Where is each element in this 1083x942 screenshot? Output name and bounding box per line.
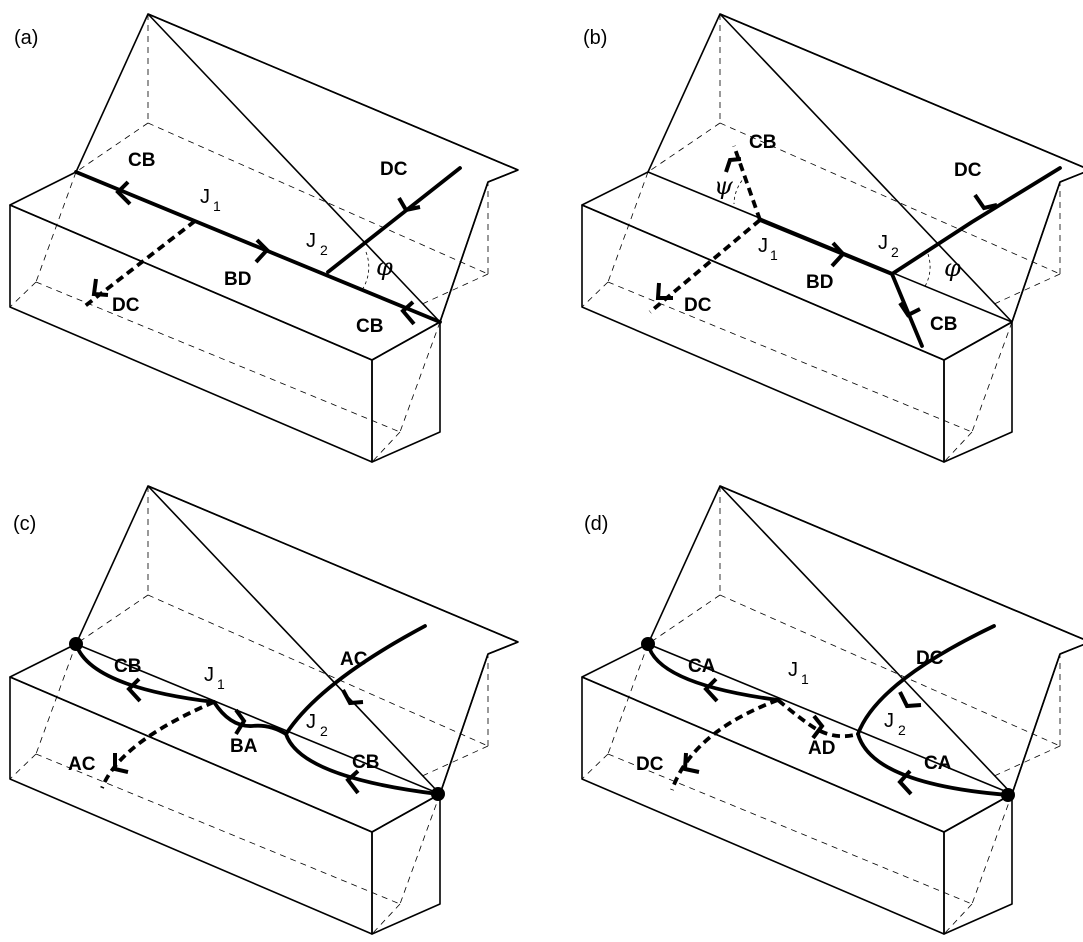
arrow-ca-upper — [703, 677, 719, 703]
arrow-dc-lower — [91, 278, 109, 297]
seam-ad — [776, 698, 859, 739]
label-cb: CB — [128, 150, 155, 171]
panel-d: (d) CA DC J 1 J 2 AD DC CA — [581, 485, 1083, 935]
arrow-dc-upper — [973, 193, 998, 211]
label-j1-sub: 1 — [213, 198, 221, 214]
label-j1: J — [200, 186, 210, 208]
arrow-dc-upper — [397, 196, 421, 213]
label-dc: DC — [954, 160, 982, 181]
label-j2-sub: 2 — [891, 244, 899, 260]
label-j2-sub: 2 — [898, 722, 906, 738]
arrow-dc-lower — [655, 282, 673, 300]
vertex-dot-left — [69, 637, 83, 651]
block-outline — [581, 485, 1083, 935]
label-j1: J — [758, 235, 768, 257]
vertex-dot-right — [1001, 788, 1015, 802]
arrow-ac-upper — [341, 689, 364, 706]
label-j1-sub: 1 — [770, 247, 778, 263]
arrow-ad — [811, 714, 825, 740]
angle-phi-arc — [923, 253, 931, 289]
label-cb: CB — [930, 314, 957, 335]
seam-ca-lower — [856, 732, 1010, 797]
arrow-cb-lower — [400, 300, 416, 326]
arrow-bd — [254, 238, 270, 264]
label-j1: J — [204, 664, 214, 686]
arrow-dc-lower — [682, 752, 700, 774]
label-j1: J — [788, 659, 798, 681]
arrow-bd — [830, 241, 846, 268]
label-j2: J — [306, 711, 316, 733]
arrow-dc-upper — [898, 691, 922, 709]
panel-letter: (a) — [14, 27, 38, 49]
seam-cb-lower — [284, 732, 440, 796]
label-dc: DC — [112, 295, 140, 316]
panel-b: (b) CB DC ψ J 1 J 2 φ BD DC CB — [581, 13, 1083, 463]
label-cb: CB — [749, 132, 776, 153]
block-outline — [9, 13, 519, 463]
label-bd: BD — [224, 269, 251, 290]
seam-ac-upper — [284, 624, 427, 736]
vertex-dot-right — [431, 787, 445, 801]
seam-ca-upper — [646, 642, 780, 702]
panel-letter: (d) — [584, 513, 608, 535]
seam-ac-lower — [100, 700, 215, 789]
label-j2: J — [306, 230, 316, 252]
block-outline — [581, 13, 1083, 463]
angle-psi-arc — [733, 175, 747, 205]
label-ca: CA — [924, 753, 952, 774]
vertex-dot-left — [641, 637, 655, 651]
block-outline — [9, 485, 519, 935]
label-j2-sub: 2 — [320, 723, 328, 739]
label-j1-sub: 1 — [801, 671, 809, 687]
label-ac: AC — [340, 649, 368, 670]
label-ac: AC — [68, 754, 96, 775]
seam-dc-upper — [326, 166, 462, 274]
label-cb: CB — [114, 656, 141, 677]
label-psi: ψ — [714, 172, 734, 200]
panel-a: (a) CB DC J 1 J 2 φ BD DC CB — [9, 13, 519, 463]
arrow-ba — [234, 708, 247, 736]
seam-cb-bd — [74, 170, 442, 324]
label-j2: J — [884, 710, 894, 732]
panel-letter: (c) — [13, 513, 36, 535]
arrow-ac-lower — [113, 753, 129, 774]
label-dc: DC — [380, 159, 408, 180]
label-phi: φ — [944, 254, 961, 282]
angle-phi-arc — [361, 251, 370, 291]
label-cb: CB — [352, 752, 379, 773]
arrow-cb-upper — [126, 677, 142, 703]
label-j2: J — [878, 232, 888, 254]
label-bd: BD — [806, 272, 833, 293]
label-ad: AD — [808, 738, 835, 759]
label-dc: DC — [684, 295, 712, 316]
arrow-cb-lower — [345, 769, 360, 795]
arrow-ca-lower — [897, 769, 913, 796]
seam-dc-upper — [856, 624, 996, 736]
label-ca: CA — [688, 656, 716, 677]
seam-dc-lower — [83, 219, 197, 308]
seam-bd-dc — [758, 166, 1062, 276]
seam-ba — [212, 700, 288, 736]
panel-letter: (b) — [583, 27, 607, 49]
label-dc: DC — [916, 648, 944, 669]
label-dc: DC — [636, 754, 664, 775]
panel-c: (c) CB AC J 1 J 2 BA AC CB — [9, 485, 519, 935]
label-j2-sub: 2 — [320, 242, 328, 258]
arrow-cb-upper — [115, 180, 132, 206]
label-phi: φ — [376, 253, 393, 281]
seam-dc-lower — [670, 698, 779, 791]
arrow-cb-upper — [724, 157, 742, 173]
label-cb: CB — [356, 316, 383, 337]
label-j1-sub: 1 — [217, 676, 225, 692]
seam-cb-upper — [74, 642, 216, 704]
label-ba: BA — [230, 736, 258, 757]
arrow-cb-lower — [898, 301, 921, 318]
